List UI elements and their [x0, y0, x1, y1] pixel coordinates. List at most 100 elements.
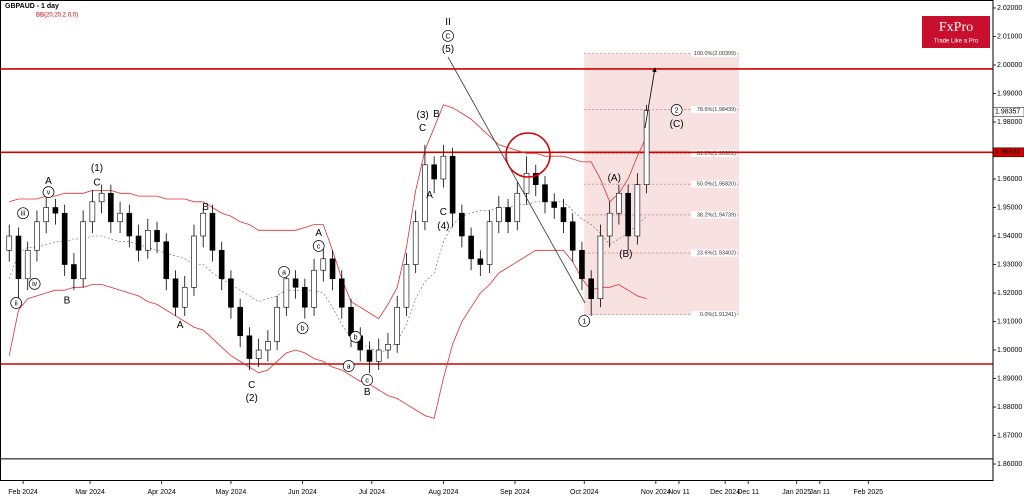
- candle-body: [255, 349, 262, 359]
- candle-body: [532, 173, 539, 186]
- candle-body: [292, 278, 299, 288]
- wave-label: B: [433, 109, 440, 120]
- fibonacci-label: 38.2%(1.94739): [697, 212, 736, 218]
- candle-body: [246, 335, 253, 359]
- candle-body: [459, 212, 465, 237]
- wave-label: (5): [442, 44, 454, 55]
- wave-label: B: [64, 295, 71, 306]
- y-tick-label: 1.99000: [997, 90, 1022, 97]
- x-tick-label: Mar 2024: [75, 489, 105, 496]
- candle-body: [606, 212, 613, 237]
- candle-body: [237, 306, 243, 337]
- annotation-circle: [278, 266, 290, 278]
- y-tick-label: 1.86000: [997, 461, 1022, 468]
- wave-label: (A): [608, 173, 621, 184]
- x-tick-label: Feb 2025: [854, 489, 884, 496]
- candle-body: [15, 235, 22, 280]
- candle-body: [181, 287, 188, 308]
- wave-label: b: [354, 334, 358, 341]
- wave-label: (2): [246, 393, 258, 404]
- candle-body: [496, 207, 502, 223]
- candle-body: [551, 201, 558, 208]
- fibonacci-label-bg: [690, 149, 737, 157]
- candle-body: [477, 258, 484, 265]
- wave-label: A: [177, 320, 184, 331]
- logo-name: FxPro: [939, 20, 973, 35]
- y-tick-label: 1.89000: [997, 375, 1022, 382]
- candle-body: [71, 264, 77, 280]
- y-tick-label: 2.00000: [997, 62, 1022, 69]
- plot-layer: [0, 68, 993, 460]
- candle-body: [431, 164, 437, 180]
- candle-body: [43, 207, 49, 223]
- candle-body: [523, 173, 530, 194]
- annotation-circle: [442, 30, 454, 42]
- wave-label: (4): [437, 221, 449, 232]
- fibonacci-label: 50.0%(1.95820): [697, 182, 736, 188]
- fibonacci-label-bg: [690, 180, 737, 188]
- annotation-circle: [296, 322, 309, 334]
- y-tick-label: 1.87000: [997, 432, 1022, 439]
- wave-label: (C): [670, 119, 684, 130]
- wave-label: A: [426, 190, 433, 201]
- annotation-circle: [17, 207, 29, 220]
- candle-body: [89, 201, 96, 223]
- fibonacci-label: 61.8%(1.96901): [697, 151, 736, 157]
- wave-label: b: [301, 325, 305, 332]
- candle-body: [375, 349, 382, 362]
- chart-title: GBPAUD - 1 day: [5, 3, 59, 10]
- candle-body: [569, 221, 576, 251]
- candle-body: [320, 258, 327, 271]
- candle-body: [61, 212, 68, 265]
- candle-body: [588, 278, 594, 300]
- fibonacci-label-bg: [690, 50, 737, 58]
- annotation-circle: [342, 360, 355, 372]
- candle-body: [486, 221, 493, 265]
- candle-body: [625, 192, 631, 237]
- fibonacci-label: 100.0%(2.00399): [694, 51, 736, 57]
- x-tick-label: Jan 11: [810, 489, 831, 496]
- candle-body: [468, 235, 474, 260]
- candle-body: [597, 235, 604, 300]
- x-tick-label: Oct 2024: [570, 489, 599, 496]
- y-tick-label: 1.88000: [997, 404, 1022, 411]
- x-tick-label: Aug 2024: [428, 489, 458, 496]
- candle-body: [265, 341, 271, 351]
- candle-body: [560, 207, 567, 223]
- wave-label: (3): [416, 110, 428, 121]
- candle-body: [6, 235, 13, 251]
- fibonacci-layer: 100.0%(2.00399) 78.6%(1.98439) 61.8%(1.969…: [584, 50, 739, 319]
- candle-body: [634, 184, 641, 237]
- candle-body: [616, 192, 622, 214]
- wave-label: B: [364, 387, 371, 398]
- x-tick-label: Feb 2024: [8, 489, 38, 496]
- candle-body: [385, 344, 391, 351]
- annotation-circle: [312, 240, 325, 252]
- annotation-circle: [670, 104, 683, 116]
- overlay-layer: 2.020002.010002.000001.990001.980001.970…: [8, 5, 1024, 496]
- x-tick-label: Jun 2024: [288, 489, 317, 496]
- candle-body: [422, 164, 428, 223]
- y-tick-label: 1.91000: [997, 318, 1022, 325]
- candle-body: [302, 287, 308, 308]
- annotation-circle: [578, 315, 591, 327]
- candle-body: [144, 230, 151, 251]
- fibonacci-label: 78.6%(1.98439): [697, 107, 736, 113]
- fibonacci-label-bg: [690, 211, 737, 219]
- indicator-label: BB(20,20,2.0,0): [36, 13, 78, 19]
- candle-body: [579, 249, 585, 280]
- candle-body: [329, 258, 336, 280]
- bollinger-upper: [9, 104, 647, 320]
- x-tick-label: Apr 2024: [147, 489, 176, 496]
- forecast-arrow: [644, 67, 657, 129]
- y-tick-label: 1.94000: [997, 233, 1022, 240]
- candle-body: [311, 269, 317, 308]
- bollinger-middle: [8, 201, 647, 354]
- candle-body: [403, 264, 410, 308]
- x-tick-label: Jan 2025: [782, 489, 811, 496]
- x-tick-label: May 2024: [216, 489, 247, 496]
- x-tick-label: Dec 2024: [710, 489, 740, 496]
- highlight-circle: [505, 132, 551, 178]
- candle-body: [440, 155, 447, 180]
- fibonacci-label: 0.0%(1.91241): [700, 312, 736, 318]
